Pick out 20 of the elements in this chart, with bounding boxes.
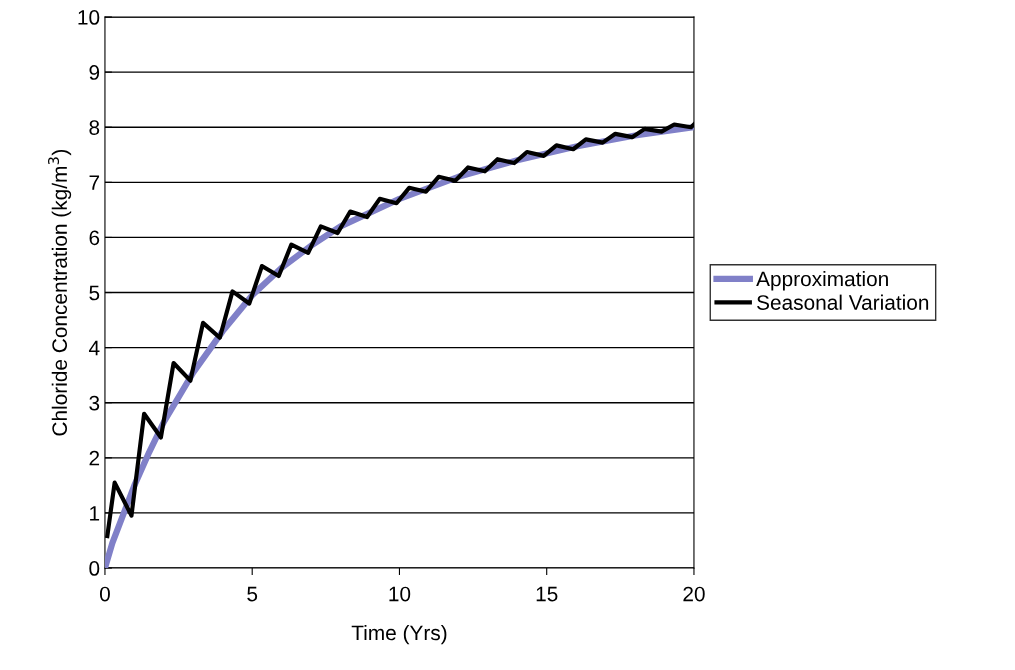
y-tick-label: 6	[89, 230, 100, 246]
y-tick-label: 10	[78, 10, 100, 25]
y-tick-label: 1	[90, 506, 100, 521]
y-tick-label: 7	[89, 175, 100, 190]
legend-label: Approximation	[756, 271, 888, 291]
x-tick-label: 10	[389, 586, 411, 602]
y-tick-label: 9	[89, 65, 100, 80]
y-tick-label: 4	[88, 340, 100, 356]
x-tick-label: 0	[99, 586, 110, 602]
y-tick-label: 8	[89, 120, 100, 135]
y-axis-title: Chloride Concentration (kg/m$^{3}$)	[48, 149, 72, 436]
y-tick-label: 0	[89, 561, 100, 576]
x-tick-label: 15	[536, 586, 558, 602]
x-axis-title: Time (Yrs)	[351, 624, 447, 645]
x-tick-label: 5	[247, 586, 258, 602]
y-tick-label: 3	[89, 395, 100, 411]
y-tick-label: 5	[89, 285, 100, 301]
x-tick-label: 20	[683, 586, 705, 602]
y-tick-label: 2	[89, 450, 100, 466]
legend-label: Seasonal Variation	[757, 294, 929, 310]
